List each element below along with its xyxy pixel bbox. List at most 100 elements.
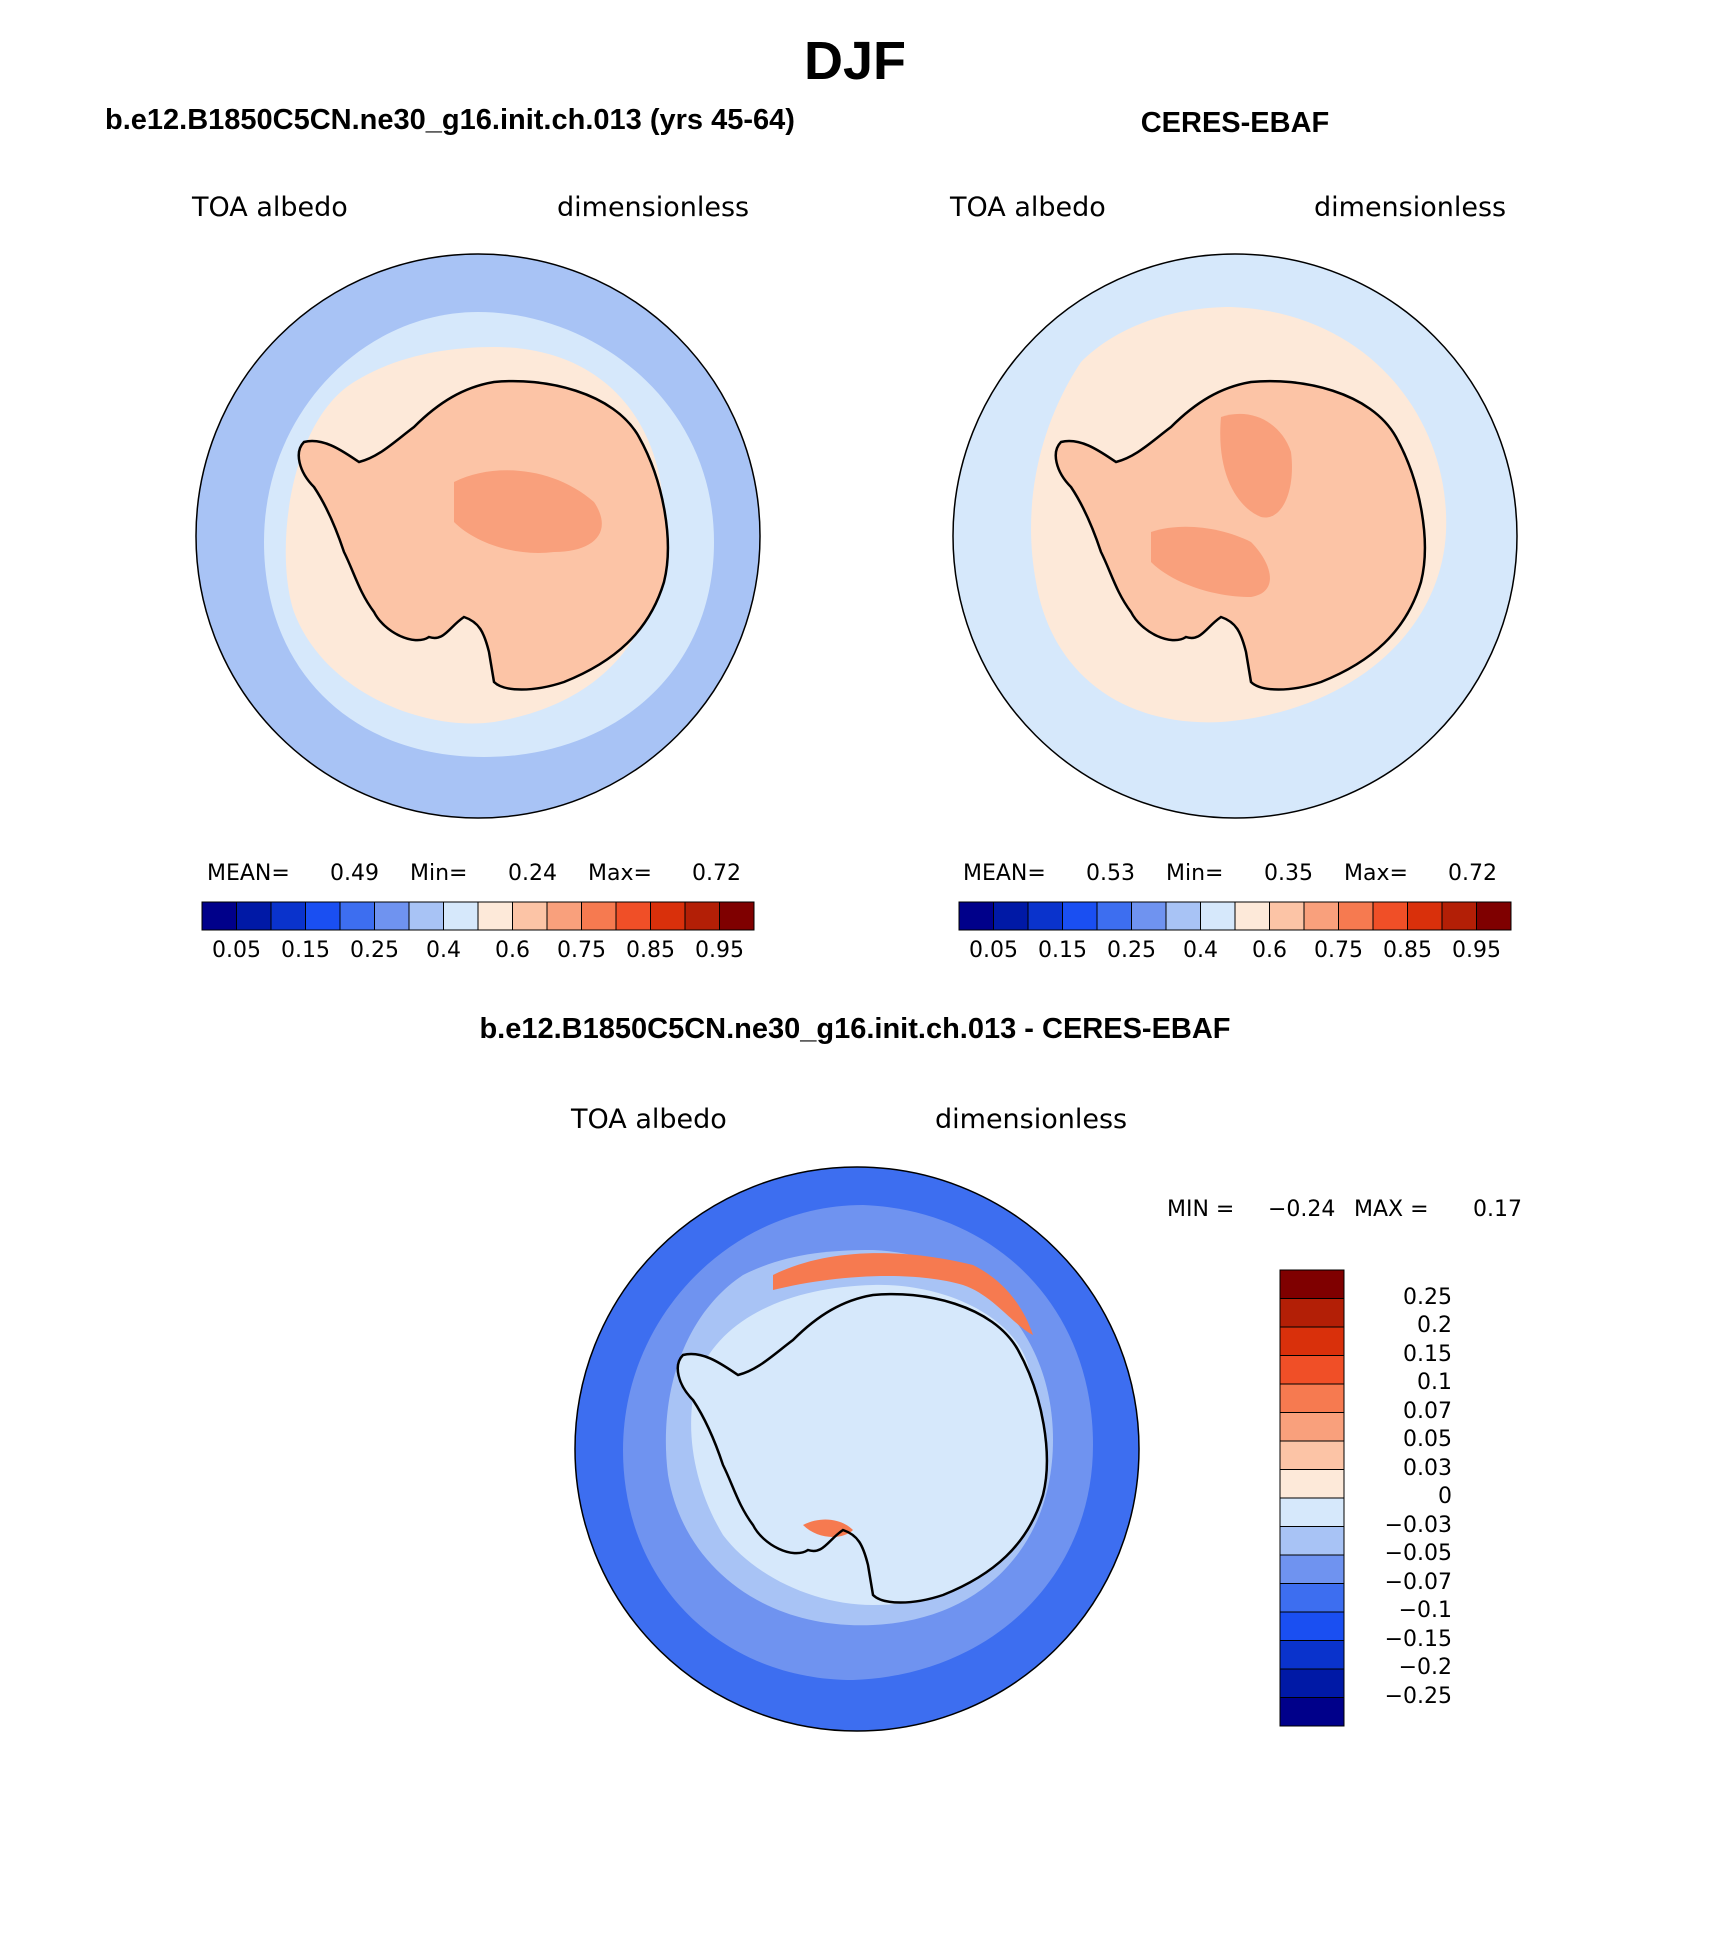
model-min-value: 0.24 bbox=[508, 861, 557, 886]
obs-panel-title: CERES-EBAF bbox=[1140, 107, 1330, 139]
diff-colorbar-tick-label: −0.2 bbox=[1398, 1655, 1452, 1680]
model-colorbar-tick-label: 0.4 bbox=[426, 938, 461, 963]
antarctica-landmass bbox=[677, 1294, 1047, 1603]
diff-variable-label: TOA albedo bbox=[571, 1104, 727, 1135]
obs-colorbar-tick-label: 0.15 bbox=[1038, 938, 1087, 963]
model-colorbar-swatch bbox=[374, 901, 410, 931]
diff-colorbar-swatch bbox=[1279, 1440, 1345, 1470]
obs-colorbar-swatch bbox=[958, 901, 994, 931]
obs-colorbar-swatch bbox=[1096, 901, 1132, 931]
model-min-label: Min= bbox=[410, 861, 468, 886]
model-colorbar-swatch bbox=[236, 901, 272, 931]
diff-colorbar-swatch bbox=[1279, 1526, 1345, 1556]
obs-colorbar-swatch bbox=[1062, 901, 1098, 931]
model-colorbar-swatch bbox=[581, 901, 617, 931]
model-colorbar-tick-label: 0.15 bbox=[281, 938, 330, 963]
diff-max-label: MAX = bbox=[1354, 1197, 1429, 1222]
obs-max-value: 0.72 bbox=[1448, 861, 1497, 886]
obs-colorbar bbox=[958, 901, 1512, 931]
diff-min-value: −0.24 bbox=[1268, 1197, 1336, 1222]
obs-variable-label: TOA albedo bbox=[950, 192, 1106, 223]
diff-colorbar-swatch bbox=[1279, 1355, 1345, 1385]
model-colorbar-swatch bbox=[339, 901, 375, 931]
model-colorbar-swatch bbox=[270, 901, 306, 931]
obs-colorbar-swatch bbox=[1303, 901, 1339, 931]
antarctica-landmass bbox=[1055, 381, 1425, 690]
diff-colorbar-tick-label: −0.25 bbox=[1384, 1683, 1452, 1709]
obs-colorbar-swatch bbox=[1200, 901, 1236, 931]
model-max-value: 0.72 bbox=[692, 861, 741, 886]
diff-colorbar-swatch bbox=[1279, 1668, 1345, 1698]
model-units-label: dimensionless bbox=[557, 192, 750, 223]
obs-colorbar-swatch bbox=[1027, 901, 1063, 931]
model-colorbar-tick-label: 0.05 bbox=[212, 938, 261, 963]
model-colorbar-swatch bbox=[546, 901, 582, 931]
diff-units-label: dimensionless bbox=[935, 1104, 1128, 1135]
model-colorbar-swatch bbox=[201, 901, 237, 931]
obs-colorbar-tick-label: 0.6 bbox=[1252, 938, 1287, 963]
obs-colorbar-tick-label: 0.05 bbox=[969, 938, 1018, 963]
model-colorbar bbox=[201, 901, 755, 931]
diff-colorbar-tick-label: −0.07 bbox=[1384, 1569, 1452, 1595]
obs-colorbar-swatch bbox=[1441, 901, 1477, 931]
figure-title: DJF bbox=[803, 31, 906, 91]
model-colorbar-tick-label: 0.75 bbox=[557, 938, 606, 963]
diff-colorbar-tick-label: −0.15 bbox=[1384, 1626, 1452, 1652]
diff-colorbar-tick-label: 0.03 bbox=[1403, 1455, 1452, 1481]
diff-colorbar-swatch bbox=[1279, 1583, 1345, 1613]
obs-colorbar-swatch bbox=[1234, 901, 1270, 931]
model-colorbar-tick-label: 0.95 bbox=[695, 938, 744, 963]
model-colorbar-swatch bbox=[719, 901, 755, 931]
diff-min-label: MIN = bbox=[1167, 1197, 1235, 1222]
diff-colorbar-tick-label: −0.05 bbox=[1384, 1541, 1452, 1566]
diff-colorbar-swatch bbox=[1279, 1497, 1345, 1527]
model-max-label: Max= bbox=[588, 861, 652, 886]
obs-colorbar-tick-label: 0.75 bbox=[1314, 938, 1363, 963]
obs-min-label: Min= bbox=[1166, 861, 1224, 886]
obs-colorbar-tick-label: 0.85 bbox=[1383, 938, 1432, 963]
obs-mean-label: MEAN= bbox=[963, 861, 1046, 886]
diff-colorbar-swatch bbox=[1279, 1640, 1345, 1670]
diff-colorbar-tick-label: 0 bbox=[1438, 1484, 1452, 1509]
model-colorbar-swatch bbox=[512, 901, 548, 931]
obs-colorbar-swatch bbox=[1407, 901, 1443, 931]
obs-colorbar-swatch bbox=[1165, 901, 1201, 931]
model-colorbar-swatch bbox=[443, 901, 479, 931]
diff-colorbar-swatch bbox=[1279, 1412, 1345, 1442]
model-colorbar-swatch bbox=[477, 901, 513, 931]
difference-map bbox=[574, 1166, 1140, 1732]
diff-max-value: 0.17 bbox=[1473, 1197, 1522, 1222]
diff-colorbar-swatch bbox=[1279, 1326, 1345, 1356]
model-panel-title: b.e12.B1850C5CN.ne30_g16.init.ch.013 (yr… bbox=[105, 104, 795, 136]
diff-colorbar-tick-label: 0.15 bbox=[1403, 1341, 1452, 1367]
obs-colorbar-tick-label: 0.4 bbox=[1183, 938, 1218, 963]
obs-max-label: Max= bbox=[1344, 861, 1408, 886]
obs-colorbar-swatch bbox=[1372, 901, 1408, 931]
model-variable-label: TOA albedo bbox=[192, 192, 348, 223]
diff-colorbar-tick-label: 0.25 bbox=[1403, 1284, 1452, 1310]
model-mean-value: 0.49 bbox=[330, 861, 379, 886]
model-colorbar-swatch bbox=[305, 901, 341, 931]
diff-colorbar-tick-label: 0.05 bbox=[1403, 1427, 1452, 1452]
diff-colorbar-tick-label: −0.1 bbox=[1398, 1598, 1452, 1623]
model-colorbar-tick-label: 0.6 bbox=[495, 938, 530, 963]
model-map bbox=[195, 253, 761, 819]
diff-colorbar-tick-label: 0.2 bbox=[1417, 1313, 1452, 1338]
diff-colorbar-swatch bbox=[1279, 1697, 1345, 1727]
obs-map bbox=[952, 253, 1518, 819]
diff-colorbar bbox=[1279, 1269, 1345, 1727]
diff-colorbar-swatch bbox=[1279, 1469, 1345, 1499]
diff-colorbar-swatch bbox=[1279, 1611, 1345, 1641]
obs-colorbar-swatch bbox=[1131, 901, 1167, 931]
model-mean-label: MEAN= bbox=[207, 861, 290, 886]
diff-colorbar-tick-label: −0.03 bbox=[1384, 1512, 1452, 1538]
model-colorbar-swatch bbox=[684, 901, 720, 931]
obs-units-label: dimensionless bbox=[1314, 192, 1507, 223]
diff-colorbar-swatch bbox=[1279, 1383, 1345, 1413]
diff-colorbar-tick-label: 0.07 bbox=[1403, 1398, 1452, 1424]
obs-colorbar-tick-label: 0.25 bbox=[1107, 938, 1156, 963]
model-colorbar-swatch bbox=[650, 901, 686, 931]
model-colorbar-tick-label: 0.25 bbox=[350, 938, 399, 963]
obs-colorbar-swatch bbox=[1269, 901, 1305, 931]
diff-colorbar-swatch bbox=[1279, 1269, 1345, 1299]
